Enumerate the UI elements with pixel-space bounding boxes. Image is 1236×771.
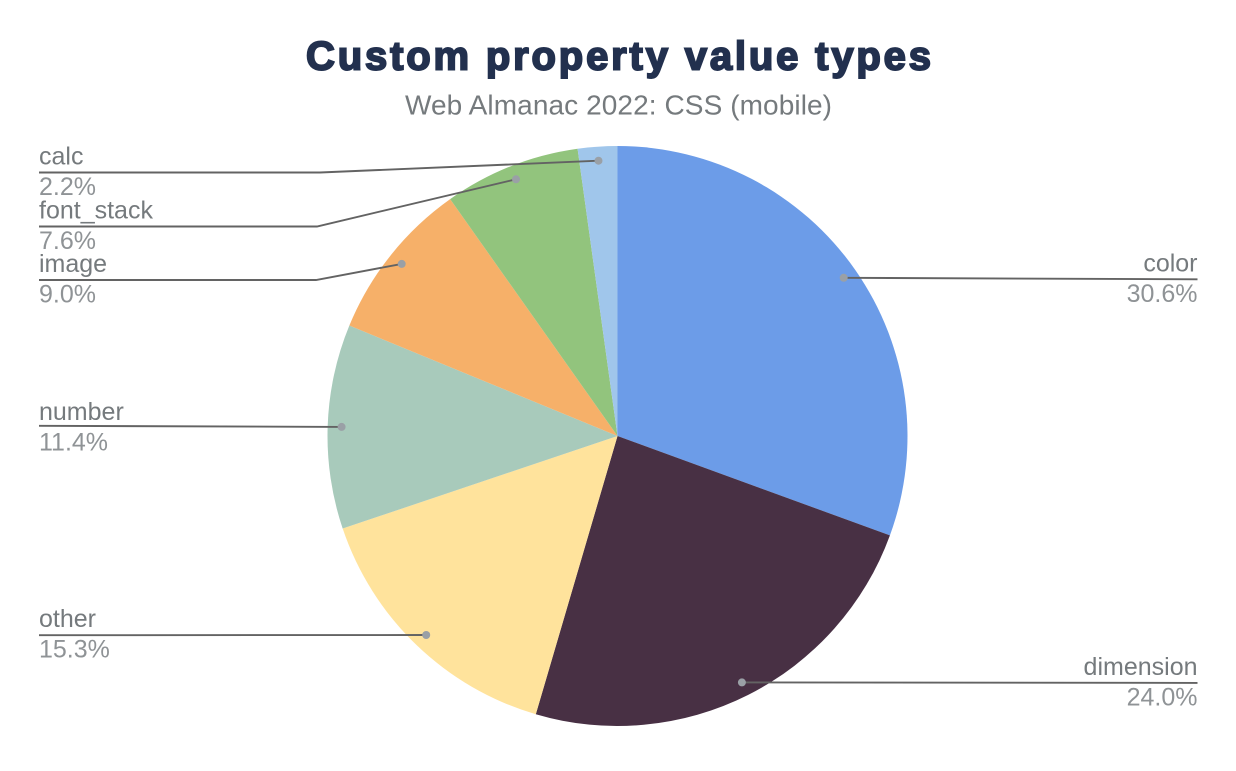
svg-text:24.0%: 24.0% bbox=[1127, 683, 1198, 711]
svg-text:number: number bbox=[39, 398, 124, 426]
svg-text:11.4%: 11.4% bbox=[39, 428, 108, 456]
svg-text:9.0%: 9.0% bbox=[39, 281, 96, 309]
svg-text:image: image bbox=[39, 250, 107, 278]
svg-text:30.6%: 30.6% bbox=[1127, 280, 1198, 308]
svg-text:other: other bbox=[39, 605, 96, 633]
svg-text:calc: calc bbox=[39, 143, 83, 171]
svg-text:7.6%: 7.6% bbox=[39, 227, 96, 255]
svg-text:Custom property value types: Custom property value types bbox=[306, 35, 931, 79]
svg-text:font_stack: font_stack bbox=[39, 197, 153, 225]
svg-text:2.2%: 2.2% bbox=[39, 173, 96, 201]
svg-text:color: color bbox=[1143, 249, 1197, 277]
svg-text:Web Almanac 2022: CSS (mobile): Web Almanac 2022: CSS (mobile) bbox=[405, 90, 832, 121]
svg-text:15.3%: 15.3% bbox=[39, 636, 110, 664]
svg-text:dimension: dimension bbox=[1084, 653, 1198, 681]
